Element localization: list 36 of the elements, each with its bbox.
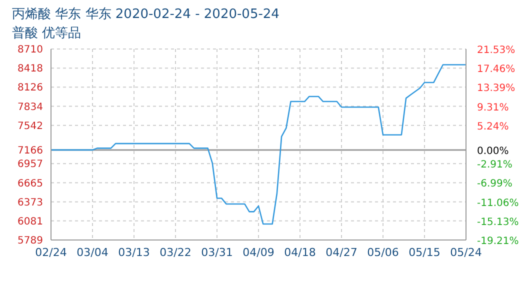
y-tick-label: 7542 — [18, 120, 43, 132]
y-tick-label: 6665 — [18, 178, 43, 190]
y-tick-label: 7834 — [18, 102, 43, 113]
y-tick-label: 5789 — [18, 236, 43, 247]
y2-tick-label: -6.99% — [477, 178, 512, 190]
y2-tick-label: 9.31% — [477, 102, 509, 114]
x-tick-label: 03/22 — [160, 246, 192, 259]
y2-tick-label: -19.21% — [477, 236, 519, 247]
x-tick-label: 03/31 — [201, 246, 233, 259]
y2-tick-label: -2.91% — [477, 160, 512, 171]
x-tick-label: 04/18 — [284, 246, 316, 259]
x-tick-label: 02/24 — [35, 246, 67, 259]
line-series — [51, 64, 466, 225]
x-tick-label: 05/24 — [450, 246, 482, 259]
y-tick-label: 7166 — [18, 146, 43, 157]
y-tick-label: 6373 — [18, 197, 43, 208]
x-tick-label: 05/06 — [367, 246, 399, 259]
y2-tick-label: 5.24% — [477, 121, 509, 132]
chart-subtitle: 普酸 优等品 — [12, 24, 82, 42]
x-tick-label: 04/27 — [326, 246, 358, 259]
y2-tick-label: 21.53% — [477, 45, 516, 56]
y-tick-label: 8418 — [18, 64, 43, 75]
y-tick-label: 6081 — [18, 216, 43, 228]
x-tick-label: 03/13 — [118, 246, 150, 259]
y2-tick-label: -15.13% — [477, 216, 519, 228]
y2-tick-label: -11.06% — [477, 198, 519, 209]
y2-tick-label: 0.00% — [477, 146, 509, 157]
x-tick-label: 05/15 — [408, 246, 440, 259]
y-tick-label: 8710 — [18, 44, 43, 56]
x-tick-label: 04/09 — [242, 246, 274, 259]
y-tick-label: 8126 — [18, 82, 43, 94]
y2-tick-label: 17.46% — [477, 64, 516, 76]
chart-title: 丙烯酸 华东 华东 2020-02-24 - 2020-05-24 — [12, 6, 280, 23]
x-tick-label: 03/04 — [76, 246, 108, 259]
y-tick-label: 6957 — [18, 159, 43, 170]
y2-tick-label: 13.39% — [477, 83, 516, 94]
